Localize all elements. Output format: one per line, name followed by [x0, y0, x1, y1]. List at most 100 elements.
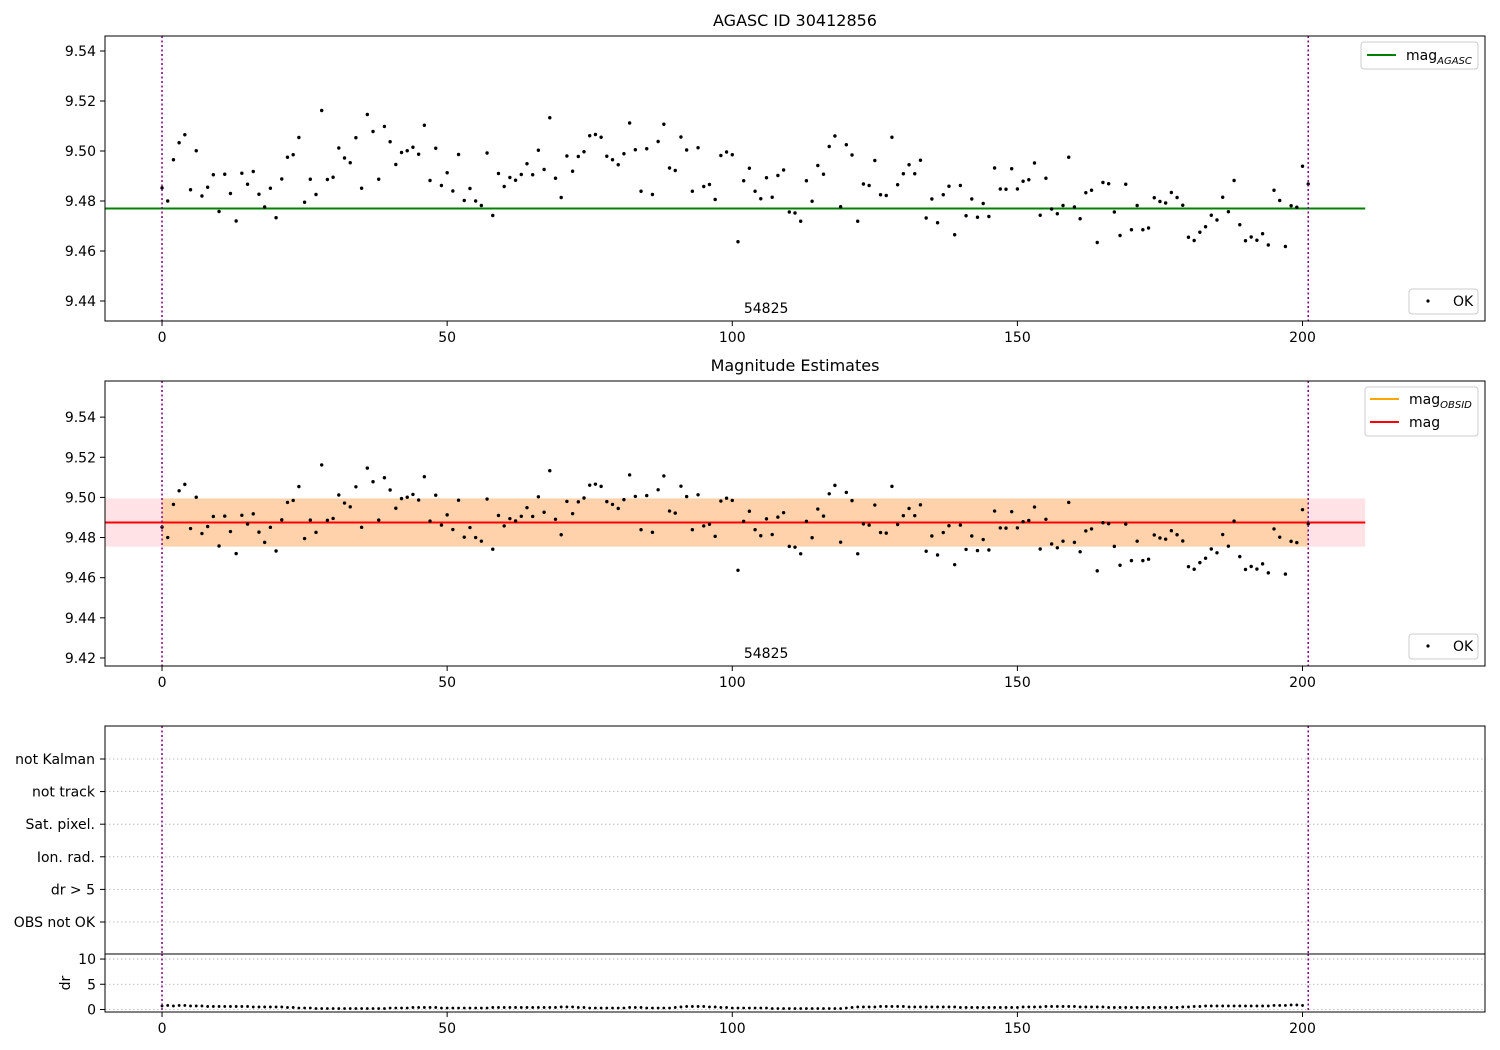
p1-data-point — [485, 151, 489, 155]
dr-data-point — [867, 1005, 871, 1009]
p1-data-point — [610, 158, 615, 162]
p1-data-point — [873, 158, 877, 163]
p2-data-point — [274, 549, 278, 553]
p2-data-point — [935, 553, 940, 557]
p1-data-point — [1118, 233, 1122, 238]
p2-data-point — [1061, 539, 1065, 543]
p2-data-point — [314, 530, 318, 535]
p2-data-point — [867, 523, 871, 527]
p2-data-point — [627, 473, 632, 477]
dr-data-point — [685, 1005, 689, 1008]
dr-data-point — [394, 1006, 398, 1010]
p2-data-point — [548, 469, 552, 473]
p1-data-point — [1249, 235, 1253, 239]
p2-data-point — [302, 536, 307, 541]
p2-data-point — [479, 539, 484, 543]
dr-data-point — [491, 1006, 495, 1009]
p1-data-point — [1266, 243, 1271, 247]
p2-data-point — [736, 568, 740, 572]
p2-data-point — [918, 503, 923, 507]
p1-data-point — [1226, 210, 1231, 214]
p1-xtick-label: 100 — [719, 330, 746, 346]
p2-data-point — [1175, 533, 1179, 537]
p1-data-point — [913, 172, 917, 176]
p1-data-point — [274, 216, 278, 220]
p2-data-point — [901, 513, 906, 518]
p2-ytick-label: 9.44 — [65, 611, 96, 627]
p2-data-point — [684, 494, 689, 499]
dr-data-point — [206, 1005, 210, 1008]
dr-ytick-label: 0 — [87, 1002, 96, 1018]
p2-data-point — [1101, 520, 1105, 525]
dr-data-point — [474, 1006, 478, 1010]
dr-data-point — [508, 1006, 512, 1009]
panel2-legend-lines: magOBSID mag — [1364, 386, 1479, 437]
p2-data-point — [1015, 526, 1020, 530]
p1-data-point — [1181, 203, 1185, 207]
p2-data-point — [605, 499, 609, 504]
dr-ylabel: dr — [58, 975, 74, 990]
dr-data-point — [268, 1005, 272, 1009]
dr-data-point — [1010, 1006, 1014, 1009]
p2-data-point — [1192, 567, 1196, 571]
p1-data-point — [907, 163, 911, 167]
p2-data-point — [1249, 564, 1253, 569]
dr-data-point — [696, 1005, 700, 1008]
p1-data-point — [1009, 167, 1014, 171]
p2-data-point — [416, 498, 421, 502]
p1-data-point — [645, 147, 649, 151]
p1-data-point — [166, 199, 170, 203]
dr-data-point — [183, 1004, 187, 1007]
p2-data-point — [656, 488, 660, 492]
p2-data-point — [1084, 529, 1088, 533]
panel2-legend-ok-marker — [1426, 644, 1430, 648]
p2-data-point — [838, 540, 843, 544]
dr-data-point — [263, 1005, 267, 1009]
p1-data-point — [388, 140, 392, 144]
dr-data-point — [633, 1006, 637, 1009]
p2-data-point — [833, 483, 837, 488]
p1-data-point — [1084, 191, 1088, 195]
p2-data-point — [1289, 539, 1293, 544]
dr-data-point — [1187, 1005, 1190, 1009]
p1-data-point — [405, 149, 409, 153]
dr-data-point — [628, 1006, 632, 1009]
dr-data-point — [1289, 1003, 1293, 1007]
p1-data-point — [821, 172, 826, 176]
p1-data-point — [1152, 196, 1156, 200]
dr-data-point — [371, 1007, 375, 1010]
p1-data-point — [371, 129, 375, 134]
p1-data-point — [622, 152, 626, 156]
p1-data-point — [548, 116, 552, 120]
panel1-legend-agasc-name: mag — [1406, 48, 1437, 64]
p2-data-point — [194, 495, 198, 499]
p1-data-point — [799, 219, 803, 223]
dr-data-point — [451, 1006, 455, 1010]
p1-data-point — [1089, 188, 1094, 192]
p1-data-point — [1124, 182, 1128, 186]
p2-data-point — [599, 484, 603, 489]
p1-data-point — [183, 133, 187, 137]
dr-data-point — [1135, 1006, 1139, 1009]
p2-data-point — [799, 552, 803, 556]
p2-data-point — [1106, 522, 1111, 526]
p2-data-point — [245, 522, 250, 526]
dr-data-point — [839, 1007, 843, 1010]
p2-data-point — [377, 518, 381, 522]
dr-data-point — [251, 1005, 255, 1009]
p1-data-point — [553, 176, 558, 180]
dr-data-point — [747, 1006, 751, 1010]
p1-data-point — [1295, 205, 1299, 209]
p2-data-point — [496, 513, 501, 518]
p1-data-point — [354, 136, 358, 140]
panel2-legend-obsid-sub: OBSID — [1440, 400, 1472, 411]
p2-data-point — [616, 506, 620, 511]
dr-data-point — [919, 1005, 922, 1009]
p2-data-point — [992, 509, 997, 513]
p1-data-point — [160, 186, 164, 190]
dr-data-point — [428, 1006, 432, 1009]
p2-data-point — [987, 548, 991, 552]
p2-data-point — [166, 535, 170, 540]
p2-data-point — [924, 549, 928, 553]
dr-data-point — [1192, 1005, 1196, 1008]
